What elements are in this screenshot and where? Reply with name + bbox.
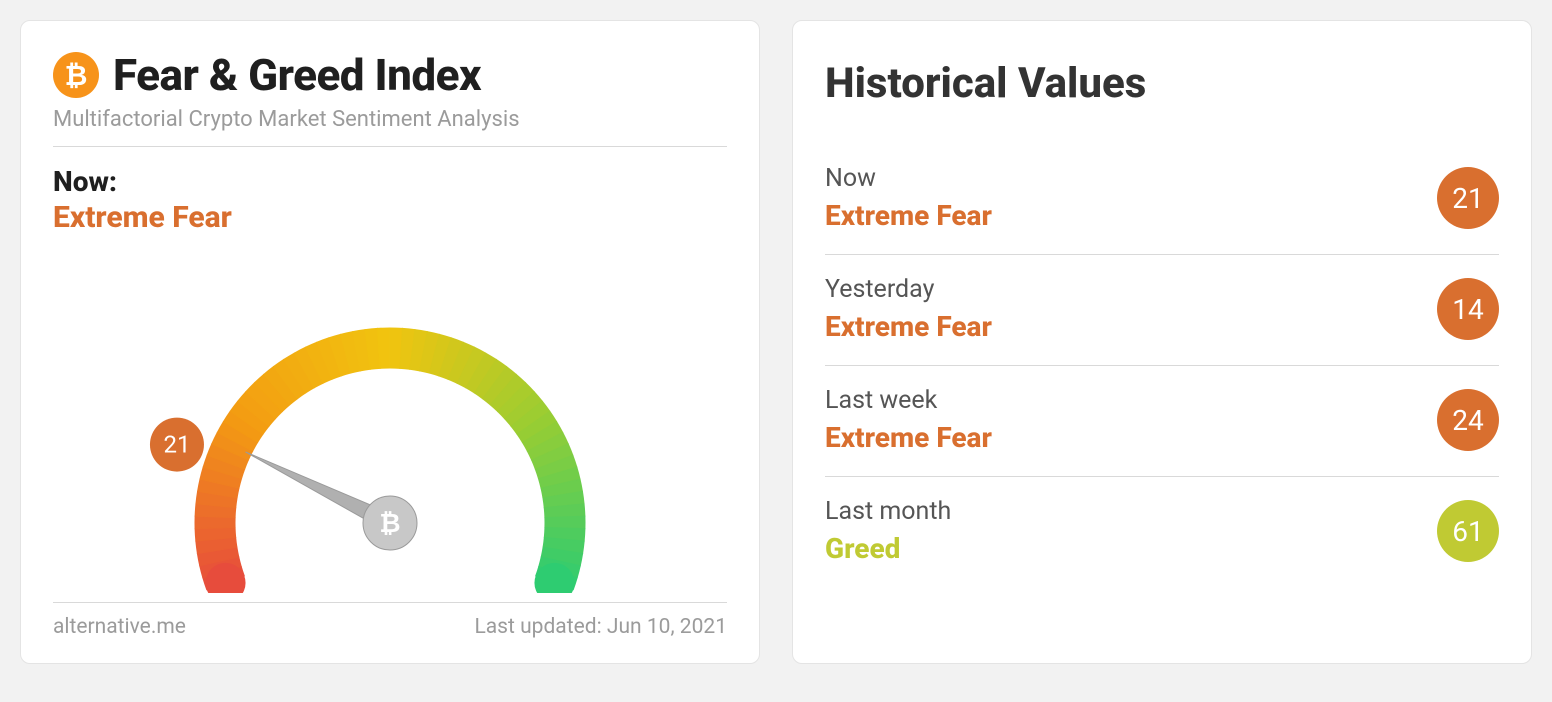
historical-sentiment: Greed [825, 532, 951, 565]
historical-period: Yesterday [825, 275, 992, 304]
historical-sentiment: Extreme Fear [825, 421, 992, 454]
historical-period: Last week [825, 386, 992, 415]
source-text: alternative.me [53, 615, 186, 639]
historical-value-badge: 24 [1437, 389, 1499, 451]
index-title: Fear & Greed Index [113, 49, 481, 101]
historical-values-card: Historical Values Now Extreme Fear 21 Yeste… [792, 20, 1532, 664]
now-label: Now: [53, 165, 727, 198]
historical-row: Yesterday Extreme Fear 14 [825, 255, 1499, 366]
index-subtitle: Multifactorial Crypto Market Sentiment A… [53, 107, 727, 147]
historical-title: Historical Values [825, 59, 1499, 108]
historical-value-badge: 21 [1437, 167, 1499, 229]
historical-value-badge: 14 [1437, 278, 1499, 340]
bitcoin-icon: ₿ [53, 52, 99, 98]
gauge-chart: ₿ 21 [53, 243, 727, 603]
historical-row-left: Now Extreme Fear [825, 164, 992, 232]
historical-row: Last week Extreme Fear 24 [825, 366, 1499, 477]
historical-period: Now [825, 164, 992, 193]
footer-row: alternative.me Last updated: Jun 10, 202… [53, 615, 727, 639]
historical-row: Last month Greed 61 [825, 477, 1499, 587]
historical-row-left: Last month Greed [825, 497, 951, 565]
svg-text:₿: ₿ [379, 509, 400, 539]
svg-text:21: 21 [163, 431, 190, 459]
historical-sentiment: Extreme Fear [825, 199, 992, 232]
fear-greed-index-card: ₿ Fear & Greed Index Multifactorial Cryp… [20, 20, 760, 664]
historical-row: Now Extreme Fear 21 [825, 144, 1499, 255]
historical-row-left: Last week Extreme Fear [825, 386, 992, 454]
last-updated-text: Last updated: Jun 10, 2021 [474, 615, 727, 639]
historical-row-left: Yesterday Extreme Fear [825, 275, 992, 343]
historical-value-badge: 61 [1437, 500, 1499, 562]
gauge-svg: ₿ 21 [90, 243, 690, 593]
now-sentiment: Extreme Fear [53, 200, 727, 235]
historical-period: Last month [825, 497, 951, 526]
historical-list: Now Extreme Fear 21 Yesterday Extreme Fear 14… [825, 144, 1499, 587]
title-row: ₿ Fear & Greed Index [53, 49, 727, 101]
historical-sentiment: Extreme Fear [825, 310, 992, 343]
